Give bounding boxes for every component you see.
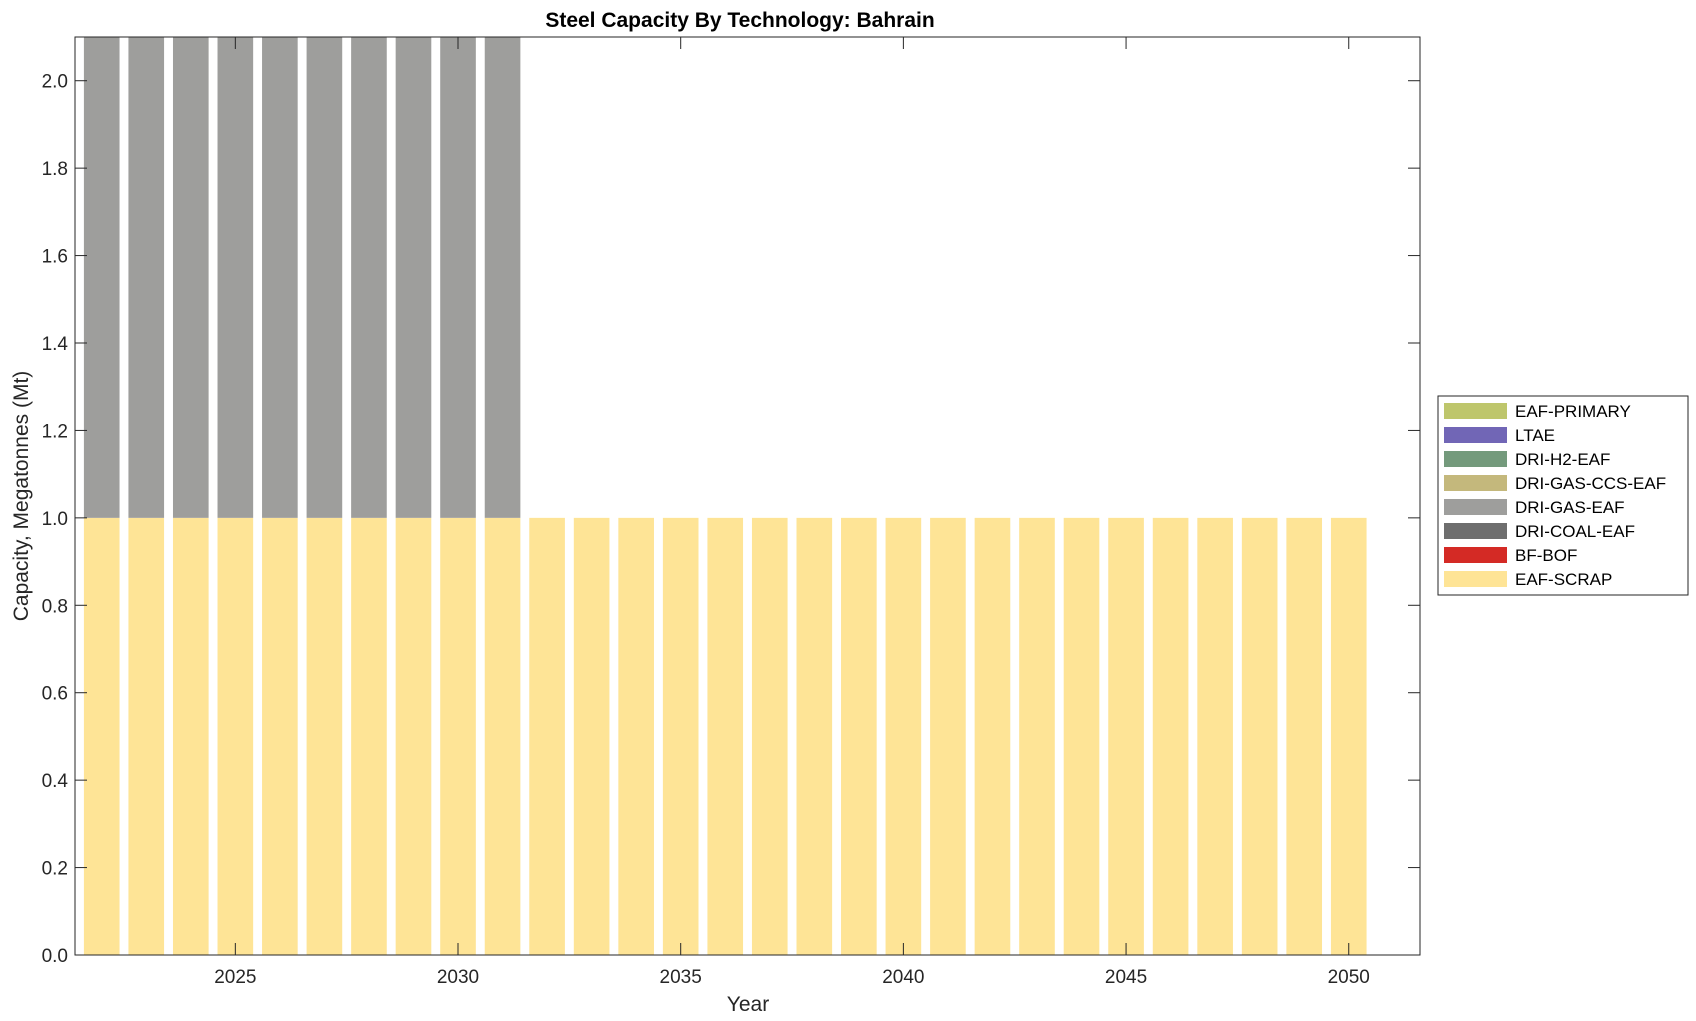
- bar-dri-gas-eaf-2022: [83, 37, 120, 518]
- legend-swatch-eaf-scrap: [1444, 571, 1507, 587]
- x-tick-label: 2050: [1328, 967, 1370, 988]
- bar-eaf-scrap-2026: [262, 517, 298, 955]
- x-tick-label: 2025: [214, 967, 256, 988]
- bar-eaf-scrap-2023: [128, 517, 165, 955]
- axis-ticks: [75, 37, 1420, 956]
- bar-eaf-scrap-2039: [841, 517, 877, 955]
- y-tick-label: 0.6: [42, 684, 68, 705]
- bar-eaf-scrap-2032: [529, 517, 565, 955]
- bar-dri-gas-eaf-2029: [395, 37, 432, 518]
- y-tick-label: 0.4: [42, 771, 69, 792]
- bar-eaf-scrap-2045: [1108, 517, 1144, 955]
- bar-dri-gas-eaf-2030: [440, 37, 476, 518]
- bar-eaf-scrap-2024: [172, 517, 209, 955]
- x-tick-label: 2035: [660, 967, 702, 988]
- y-tick-label: 0.2: [42, 859, 68, 880]
- bar-eaf-scrap-2031: [484, 517, 521, 955]
- y-axis-tick-labels: 0.0 0.2 0.4 0.6 0.8 1.0 1.2 1.4 1.6 1.8 2.0: [42, 72, 69, 967]
- legend-box: [1437, 395, 1689, 596]
- bar-eaf-scrap-2034: [618, 517, 654, 955]
- legend-label-eaf-primary: EAF-PRIMARY: [1515, 402, 1631, 421]
- legend-label-bf-bof: BF-BOF: [1515, 546, 1577, 565]
- chart-title: Steel Capacity By Technology: Bahrain: [545, 9, 934, 32]
- y-tick-label: 1.4: [42, 334, 69, 355]
- y-tick-label: 2.0: [42, 72, 68, 93]
- bar-eaf-scrap-2035: [662, 517, 699, 955]
- bar-eaf-scrap-2038: [796, 517, 833, 955]
- bar-eaf-scrap-2040: [885, 517, 922, 955]
- bar-dri-gas-eaf-2026: [262, 37, 298, 518]
- legend-swatch-dri-coal-eaf: [1444, 523, 1507, 539]
- legend-swatch-eaf-primary: [1444, 403, 1507, 419]
- plot-background: [75, 37, 1420, 955]
- legend-label-ltae: LTAE: [1515, 426, 1555, 445]
- legend-label-dri-h2-eaf: DRI-H2-EAF: [1515, 450, 1610, 469]
- bar-dri-gas-eaf-2027: [306, 37, 343, 518]
- x-tick-label: 2045: [1105, 967, 1147, 988]
- bar-eaf-scrap-2036: [707, 517, 744, 955]
- legend-label-dri-gas-eaf: DRI-GAS-EAF: [1515, 498, 1625, 517]
- bar-eaf-scrap-2030: [440, 517, 476, 955]
- bar-dri-gas-eaf-2028: [351, 37, 387, 518]
- bar-eaf-scrap-2025: [217, 517, 254, 955]
- bar-dri-gas-eaf-2031: [484, 37, 521, 518]
- y-tick-label: 1.8: [42, 159, 68, 180]
- legend-swatch-bf-bof: [1444, 547, 1507, 563]
- bar-eaf-scrap-2046: [1152, 517, 1189, 955]
- bar-eaf-scrap-2022: [83, 517, 120, 955]
- bar-eaf-scrap-2037: [751, 517, 788, 955]
- legend: EAF-PRIMARY LTAE DRI-H2-EAF DRI-GAS-CCS-EAF…: [1437, 395, 1689, 596]
- legend-label-eaf-scrap: EAF-SCRAP: [1515, 570, 1612, 589]
- y-tick-label: 1.2: [42, 421, 68, 442]
- bar-eaf-scrap-2043: [1019, 517, 1055, 955]
- bar-eaf-scrap-2033: [573, 517, 610, 955]
- legend-label-dri-coal-eaf: DRI-COAL-EAF: [1515, 522, 1635, 541]
- bar-eaf-scrap-2048: [1241, 517, 1278, 955]
- bar-eaf-scrap-2047: [1197, 517, 1233, 955]
- y-tick-label: 1.6: [42, 247, 68, 268]
- y-tick-label: 0.0: [42, 946, 68, 967]
- bar-eaf-scrap-2041: [930, 517, 966, 955]
- legend-label-dri-gas-ccs-eaf: DRI-GAS-CCS-EAF: [1515, 474, 1666, 493]
- y-axis-label: Capacity, Megatonnes (Mt): [10, 371, 33, 622]
- legend-swatch-dri-gas-eaf: [1444, 499, 1507, 515]
- bar-eaf-scrap-2027: [306, 517, 343, 955]
- bar-stacks: [83, 37, 1367, 955]
- x-tick-label: 2040: [882, 967, 924, 988]
- legend-swatch-ltae: [1444, 427, 1507, 443]
- x-tick-label: 2030: [437, 967, 479, 988]
- legend-swatch-dri-h2-eaf: [1444, 451, 1507, 467]
- x-axis-tick-labels: 2025 2030 2035 2040 2045 2050: [214, 967, 1370, 988]
- bar-dri-gas-eaf-2024: [172, 37, 209, 518]
- y-tick-label: 0.8: [42, 596, 68, 617]
- bar-eaf-scrap-2042: [974, 517, 1011, 955]
- plot-area: [74, 36, 1421, 956]
- plot-frame: [74, 36, 1421, 956]
- bar-eaf-scrap-2029: [395, 517, 432, 955]
- bar-eaf-scrap-2049: [1286, 517, 1323, 955]
- bar-eaf-scrap-2028: [351, 517, 387, 955]
- x-axis-label: Year: [727, 993, 769, 1016]
- y-tick-label: 1.0: [42, 509, 68, 530]
- bar-eaf-scrap-2044: [1063, 517, 1100, 955]
- bar-eaf-scrap-2050: [1330, 517, 1367, 955]
- bar-dri-gas-eaf-2023: [128, 37, 165, 518]
- bar-dri-gas-eaf-2025: [217, 37, 254, 518]
- legend-swatch-dri-gas-ccs-eaf: [1444, 475, 1507, 491]
